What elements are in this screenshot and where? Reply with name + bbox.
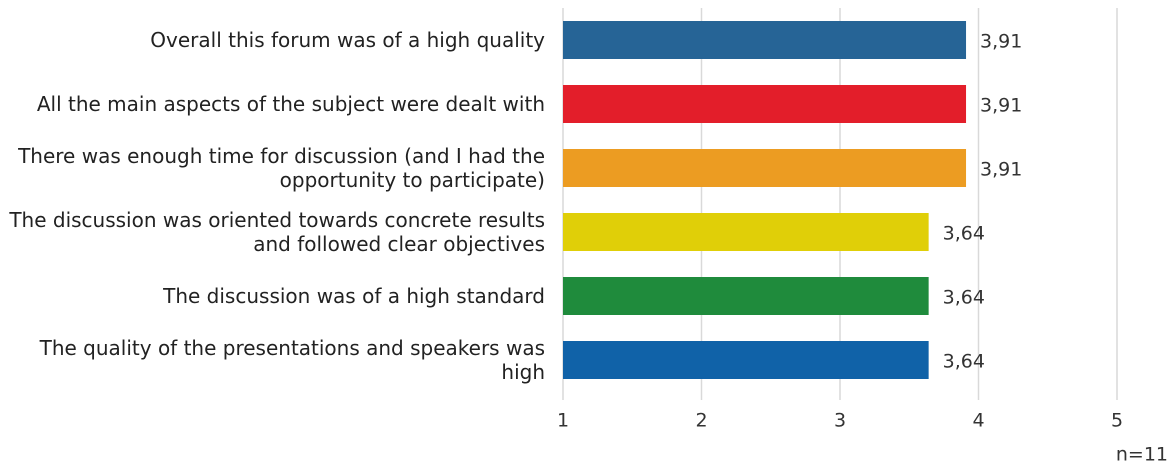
category-label: The discussion was of a high standard	[163, 284, 545, 308]
bar	[563, 85, 967, 123]
value-label: 3,64	[943, 223, 985, 245]
value-label: 3,91	[980, 159, 1022, 181]
category-label-box: All the main aspects of the subject were…	[0, 72, 545, 136]
category-label-box: The discussion was oriented towards conc…	[0, 200, 545, 264]
category-label: The quality of the presentations and spe…	[39, 336, 545, 384]
bar	[563, 277, 929, 315]
category-label-box: Overall this forum was of a high quality	[0, 8, 545, 72]
value-label: 3,64	[943, 351, 985, 373]
category-label: Overall this forum was of a high quality	[150, 28, 545, 52]
category-label: The discussion was oriented towards conc…	[9, 208, 545, 256]
x-tick-label: 4	[972, 410, 984, 432]
bar	[563, 21, 967, 59]
value-label: 3,91	[980, 31, 1022, 53]
x-tick-label: 5	[1111, 410, 1123, 432]
category-label-box: There was enough time for discussion (an…	[0, 136, 545, 200]
x-tick-label: 1	[557, 410, 569, 432]
x-tick-label: 2	[695, 410, 707, 432]
category-label: There was enough time for discussion (an…	[18, 144, 545, 192]
bar	[563, 149, 967, 187]
category-label: All the main aspects of the subject were…	[36, 92, 545, 116]
bar	[563, 213, 929, 251]
value-label: 3,64	[943, 287, 985, 309]
value-label: 3,91	[980, 95, 1022, 117]
category-label-box: The quality of the presentations and spe…	[0, 328, 545, 392]
bar	[563, 341, 929, 379]
annotation: n=11	[1116, 444, 1168, 466]
x-tick-label: 3	[834, 410, 846, 432]
category-label-box: The discussion was of a high standard	[0, 264, 545, 328]
